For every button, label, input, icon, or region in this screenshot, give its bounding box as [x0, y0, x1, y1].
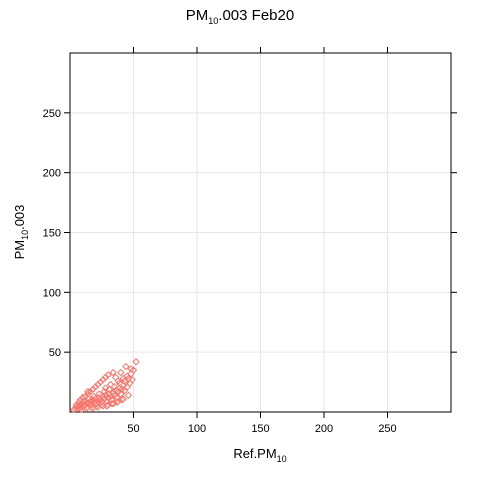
- x-tick-label: 50: [127, 423, 139, 435]
- data-point: [128, 375, 136, 384]
- data-point: [105, 390, 114, 398]
- data-point: [72, 401, 81, 409]
- grid: [70, 53, 451, 412]
- data-point: [94, 380, 102, 389]
- data-point: [101, 373, 110, 382]
- data-point: [106, 380, 115, 389]
- y-tick-label: 50: [49, 347, 61, 359]
- x-axis-title: Ref.PM10: [233, 446, 286, 464]
- y-axis-title: PM10.003: [12, 205, 30, 260]
- data-point: [91, 383, 100, 391]
- data-point: [127, 365, 135, 373]
- chart-title: PM10.003 Feb20: [186, 7, 294, 26]
- data-point: [117, 390, 125, 398]
- ticks: 50 100 150 200 250 50 100 150 200 250: [43, 47, 457, 435]
- data-point: [114, 377, 122, 385]
- data-point: [123, 372, 131, 380]
- data-point: [109, 368, 117, 377]
- data-point: [105, 385, 114, 393]
- data-point: [117, 368, 125, 377]
- data-point: [78, 393, 87, 402]
- data-point: [119, 374, 128, 383]
- y-tick-label: 150: [43, 228, 61, 240]
- points: [70, 358, 140, 414]
- data-point: [119, 395, 128, 403]
- data-point: [124, 391, 133, 399]
- data-point: [89, 385, 97, 393]
- y-tick-label: 200: [43, 168, 61, 180]
- data-point: [101, 384, 110, 392]
- data-point: [108, 396, 116, 404]
- data-point: [96, 378, 105, 386]
- data-point: [76, 396, 84, 404]
- x-tick-label: 250: [378, 423, 396, 435]
- x-tick-label: 100: [188, 423, 206, 435]
- data-point: [95, 390, 103, 398]
- y-tick-label: 100: [43, 287, 61, 299]
- x-tick-label: 200: [315, 423, 333, 435]
- data-point: [122, 362, 130, 371]
- y-tick-label: 250: [43, 108, 61, 120]
- data-point: [132, 358, 140, 366]
- data-point: [120, 377, 129, 385]
- x-tick-label: 150: [251, 423, 269, 435]
- data-point: [90, 392, 98, 401]
- data-point: [114, 397, 122, 405]
- data-point: [84, 387, 92, 396]
- data-point: [109, 399, 117, 408]
- data-point: [115, 379, 124, 387]
- data-point: [86, 387, 95, 396]
- data-point: [86, 397, 95, 405]
- data-point: [113, 393, 121, 402]
- data-point: [104, 371, 112, 379]
- data-point: [129, 366, 138, 374]
- data-point: [99, 375, 107, 384]
